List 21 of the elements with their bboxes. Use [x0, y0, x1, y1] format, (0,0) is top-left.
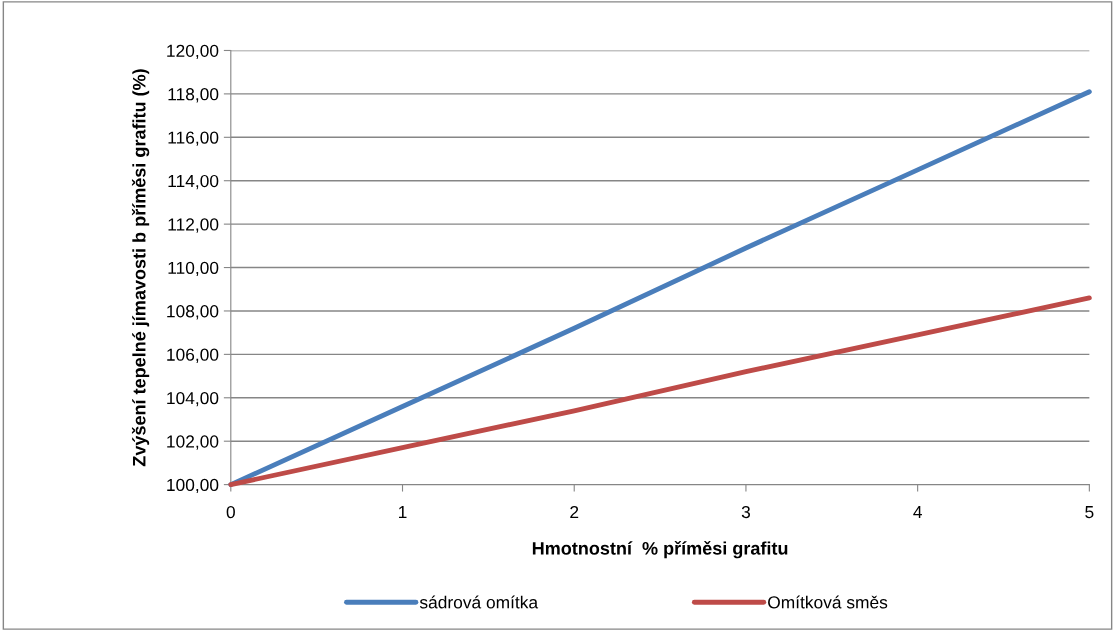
y-tick-label: 104,00 — [167, 391, 219, 407]
y-tick-label: 108,00 — [167, 305, 219, 320]
x-tick-label: 2 — [570, 505, 579, 519]
x-tick-label: 5 — [1085, 506, 1094, 519]
y-tick-label: 100,00 — [167, 478, 219, 494]
y-tick-label: 114,00 — [168, 174, 219, 190]
y-tick-label: 112,00 — [168, 218, 219, 233]
x-axis-title: Hmotnostní % příměsi grafitu — [532, 541, 788, 559]
x-tick-label: 0 — [226, 505, 235, 519]
y-tick-label: 102,00 — [167, 435, 219, 450]
y-tick-label: 118,00 — [168, 88, 219, 103]
y-tick-label: 120,00 — [167, 44, 219, 59]
legend-label: sádrová omítka — [419, 595, 539, 609]
y-axis-title: Zvýšení tepelné jímavosti b příměsi grafitu (%) — [131, 69, 150, 467]
x-tick-label: 1 — [399, 506, 407, 519]
y-tick-label: 116,00 — [168, 131, 219, 146]
legend-label: Omítková směs — [768, 595, 888, 609]
x-tick-label: 4 — [913, 506, 922, 519]
x-tick-label: 3 — [741, 505, 750, 519]
y-tick-label: 110,00 — [168, 261, 219, 277]
y-tick-label: 106,00 — [167, 348, 219, 363]
